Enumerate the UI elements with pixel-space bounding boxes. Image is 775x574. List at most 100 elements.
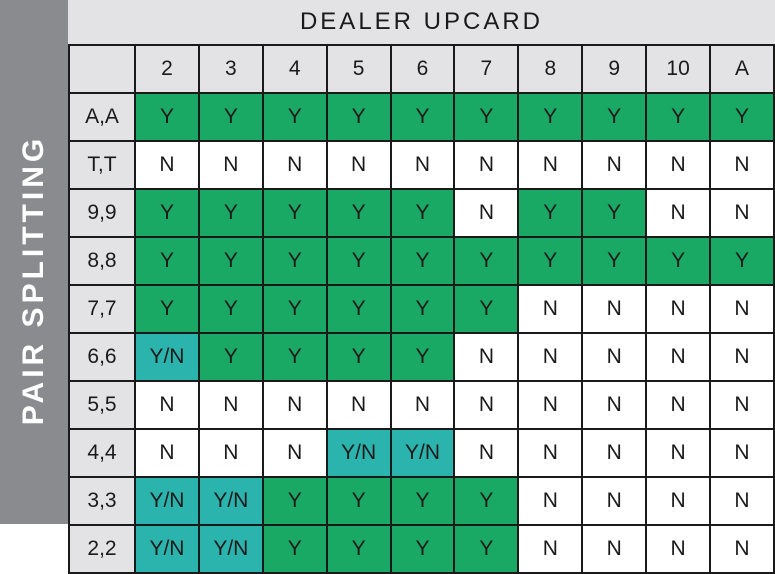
column-header-3: 3 — [197, 44, 264, 94]
column-header-7: 7 — [453, 44, 520, 94]
decision-cell: Y — [645, 92, 712, 142]
decision-cell: N — [517, 524, 584, 574]
decision-cell: Y — [134, 284, 200, 334]
decision-cell: N — [197, 428, 264, 478]
decision-cell: Y — [517, 92, 584, 142]
decision-cell: Y — [645, 236, 712, 286]
decision-cell: Y/N — [325, 428, 392, 478]
decision-cell: N — [709, 332, 775, 382]
decision-cell: N — [709, 476, 775, 526]
decision-cell: N — [645, 140, 712, 190]
decision-cell: N — [134, 140, 200, 190]
decision-cell: Y — [453, 92, 520, 142]
decision-cell: Y — [389, 284, 456, 334]
decision-cell: N — [581, 428, 648, 478]
decision-cell: Y — [197, 284, 264, 334]
decision-cell: Y — [389, 92, 456, 142]
row-header: 8,8 — [68, 236, 136, 286]
decision-cell: Y — [325, 284, 392, 334]
decision-cell: Y — [709, 236, 775, 286]
decision-cell: Y — [325, 188, 392, 238]
decision-cell: Y — [261, 236, 328, 286]
row-header: T,T — [68, 140, 136, 190]
decision-cell: N — [389, 140, 456, 190]
corner-cell — [68, 44, 136, 94]
side-band: PAIR SPLITTING — [0, 0, 68, 524]
decision-cell: Y/N — [197, 524, 264, 574]
decision-cell: N — [709, 524, 775, 574]
row-header: 9,9 — [68, 188, 136, 238]
row-header: 4,4 — [68, 428, 136, 478]
decision-cell: N — [261, 380, 328, 430]
decision-cell: Y — [709, 92, 775, 142]
decision-cell: Y — [197, 236, 264, 286]
decision-cell: Y — [517, 188, 584, 238]
decision-cell: N — [709, 284, 775, 334]
decision-cell: Y — [134, 236, 200, 286]
decision-cell: N — [197, 380, 264, 430]
decision-cell: Y/N — [134, 524, 200, 574]
row-header: 5,5 — [68, 380, 136, 430]
decision-cell: Y — [134, 188, 200, 238]
dealer-upcard-header: DEALER UPCARD — [68, 0, 775, 44]
table-body: A,A Y Y Y Y Y Y Y Y Y Y T,T N N N N N N N N N N 9,9 Y Y Y Y Y N Y Y N N 8… — [68, 92, 775, 574]
decision-cell: Y — [261, 284, 328, 334]
table-row: T,T N N N N N N N N N N — [68, 140, 775, 190]
decision-cell: Y — [581, 92, 648, 142]
decision-cell: N — [645, 380, 712, 430]
table-row: 9,9 Y Y Y Y Y N Y Y N N — [68, 188, 775, 238]
column-header-row: 2 3 4 5 6 7 8 9 10 A — [68, 44, 775, 94]
table-row: 6,6 Y/N Y Y Y Y N N N N N — [68, 332, 775, 382]
decision-cell: Y — [197, 332, 264, 382]
decision-cell: N — [645, 188, 712, 238]
decision-cell: Y — [325, 332, 392, 382]
column-header-ace: A — [709, 44, 775, 94]
decision-cell: Y — [517, 236, 584, 286]
decision-cell: Y — [389, 476, 456, 526]
decision-cell: N — [453, 332, 520, 382]
decision-cell: N — [581, 476, 648, 526]
decision-cell: N — [517, 332, 584, 382]
decision-cell: N — [517, 284, 584, 334]
decision-cell: N — [453, 188, 520, 238]
decision-cell: N — [453, 428, 520, 478]
side-title: PAIR SPLITTING — [17, 134, 50, 426]
decision-cell: Y — [581, 236, 648, 286]
decision-cell: N — [517, 428, 584, 478]
decision-cell: Y — [325, 92, 392, 142]
decision-cell: N — [645, 332, 712, 382]
table-row: 7,7 Y Y Y Y Y Y N N N N — [68, 284, 775, 334]
decision-cell: N — [645, 428, 712, 478]
decision-cell: N — [709, 188, 775, 238]
column-header-9: 9 — [581, 44, 648, 94]
column-header-2: 2 — [134, 44, 200, 94]
decision-cell: Y/N — [197, 476, 264, 526]
decision-cell: N — [261, 140, 328, 190]
table-row: 4,4 N N N Y/N Y/N N N N N N — [68, 428, 775, 478]
decision-cell: N — [581, 524, 648, 574]
decision-cell: N — [581, 284, 648, 334]
decision-cell: Y — [389, 524, 456, 574]
decision-cell: Y — [325, 236, 392, 286]
decision-cell: N — [645, 284, 712, 334]
decision-cell: Y — [453, 236, 520, 286]
decision-cell: Y/N — [389, 428, 456, 478]
decision-cell: Y/N — [134, 476, 200, 526]
decision-cell: N — [581, 140, 648, 190]
column-header-4: 4 — [261, 44, 328, 94]
decision-cell: Y — [261, 92, 328, 142]
decision-cell: N — [709, 428, 775, 478]
table-row: 2,2 Y/N Y/N Y Y Y Y N N N N — [68, 524, 775, 574]
decision-cell: Y — [261, 476, 328, 526]
decision-cell: Y — [389, 332, 456, 382]
row-header: A,A — [68, 92, 136, 142]
decision-cell: Y — [261, 188, 328, 238]
row-header: 6,6 — [68, 332, 136, 382]
column-header-5: 5 — [325, 44, 392, 94]
decision-cell: N — [134, 428, 200, 478]
table-row: 5,5 N N N N N N N N N N — [68, 380, 775, 430]
decision-cell: Y — [325, 476, 392, 526]
decision-cell: N — [645, 476, 712, 526]
decision-cell: N — [645, 524, 712, 574]
decision-cell: Y — [325, 524, 392, 574]
